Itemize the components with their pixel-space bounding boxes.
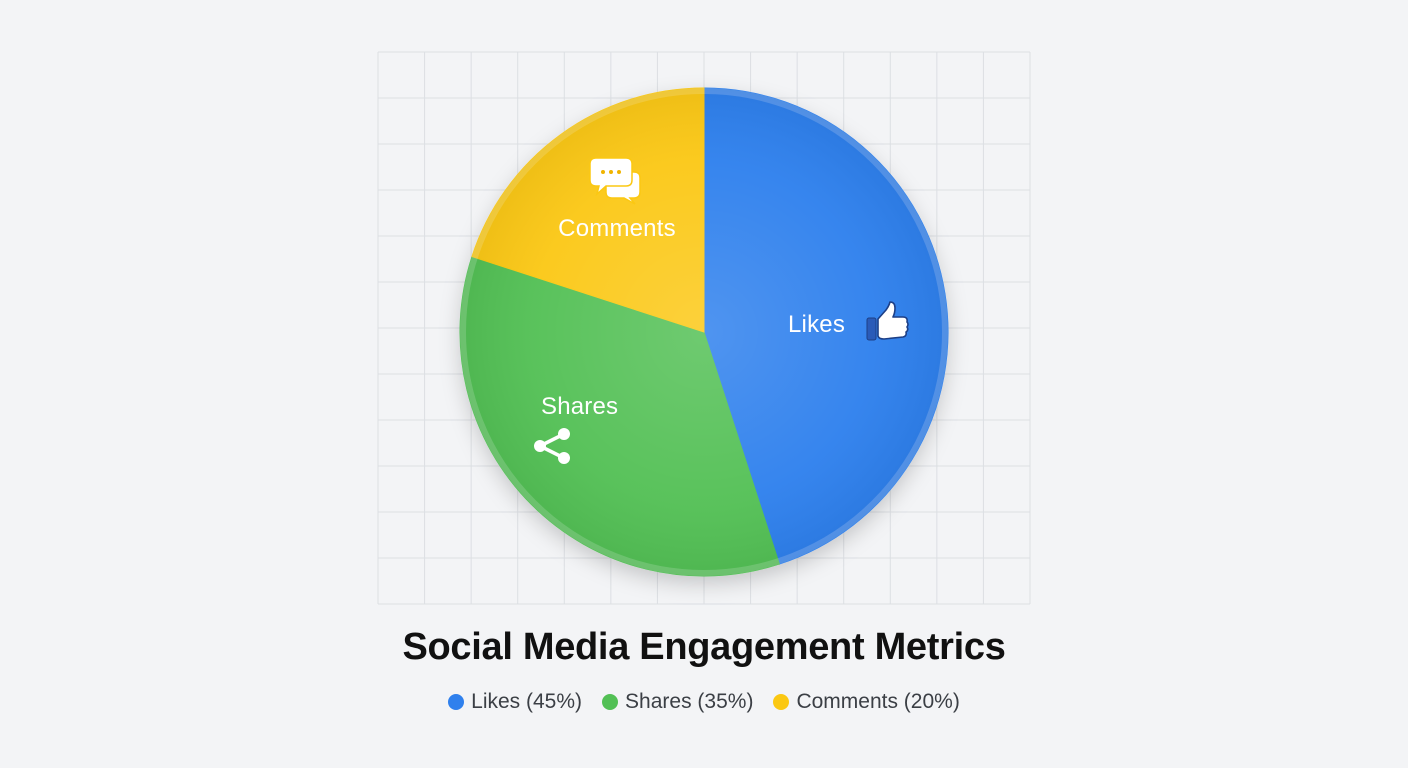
legend-item-likes: Likes (45%) — [448, 690, 582, 714]
slice-label-comments: Comments — [558, 215, 676, 242]
legend-label-shares: Shares (35%) — [625, 690, 754, 713]
legend-item-shares: Shares (35%) — [602, 690, 753, 714]
chart-title: Social Media Engagement Metrics — [402, 626, 1006, 668]
legend-label-comments: Comments (20%) — [796, 690, 960, 713]
legend-label-likes: Likes (45%) — [471, 690, 583, 713]
slice-label-shares: Shares — [541, 393, 618, 420]
legend-swatch-comments — [773, 694, 790, 710]
legend-swatch-likes — [448, 694, 465, 710]
legend-swatch-shares — [602, 694, 619, 710]
legend: Likes (45%) Shares (35%) Comments (20%) — [0, 690, 1408, 714]
thumbs-up-icon — [866, 301, 909, 341]
comments-icon — [589, 157, 641, 205]
slice-labels: Likes Shares Comments — [534, 157, 909, 464]
share-icon — [534, 428, 570, 464]
slice-label-likes: Likes — [788, 311, 845, 338]
legend-item-comments: Comments (20%) — [773, 690, 960, 714]
